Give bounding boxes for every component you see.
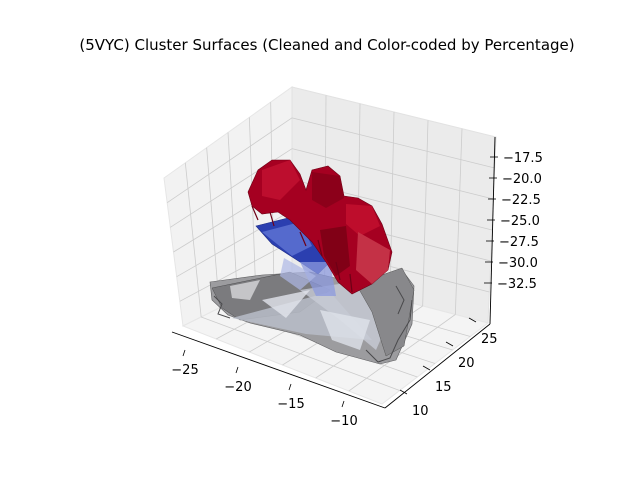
- chart-title: (5VYC) Cluster Surfaces (Cleaned and Col…: [79, 36, 574, 54]
- grid-line: [348, 314, 456, 392]
- grid-line: [454, 128, 463, 315]
- x-axis-line: [171, 331, 386, 409]
- y-tick-label: 15: [435, 380, 452, 395]
- x-axis-ticks: −25 −20 −15 −10: [171, 349, 358, 429]
- y-tick-mark: [399, 389, 408, 395]
- x-tick-label: −20: [224, 380, 251, 395]
- red-cluster-surface: [247, 159, 393, 295]
- axis-lines: [171, 136, 496, 409]
- x-tick-label: −10: [330, 414, 357, 429]
- z-axis-ticks: −17.5 −20.0 −22.5 −25.0 −27.5 −30.0 −32.5: [484, 151, 543, 292]
- y-axis-ticks: 10 15 20 25: [399, 317, 498, 419]
- z-tick-label: −25.0: [500, 214, 540, 229]
- x-tick-mark: [288, 383, 292, 391]
- y-axis-line: [384, 323, 491, 409]
- x-tick-label: −15: [277, 397, 304, 412]
- z-tick-label: −27.5: [499, 235, 539, 250]
- cluster-surfaces: [209, 159, 415, 365]
- z-axis-line: [489, 136, 496, 325]
- z-tick-label: −30.0: [498, 256, 538, 271]
- x-tick-label: −25: [171, 363, 198, 378]
- x-tick-mark: [341, 400, 345, 408]
- blue-cluster-surface: [255, 213, 336, 296]
- z-tick-label: −32.5: [497, 277, 537, 292]
- y-tick-mark: [422, 365, 431, 371]
- y-tick-mark: [468, 317, 477, 323]
- z-tick-label: −17.5: [503, 151, 543, 166]
- gray-cluster-surface: [209, 267, 415, 365]
- z-tick-label: −22.5: [501, 193, 541, 208]
- y-tick-label: 20: [458, 356, 475, 371]
- y-tick-label: 25: [481, 332, 498, 347]
- y-tick-label: 10: [412, 404, 429, 419]
- z-tick-label: −20.0: [502, 172, 542, 187]
- x-tick-mark: [235, 366, 239, 374]
- x-tick-mark: [182, 349, 186, 357]
- y-tick-mark: [445, 341, 454, 347]
